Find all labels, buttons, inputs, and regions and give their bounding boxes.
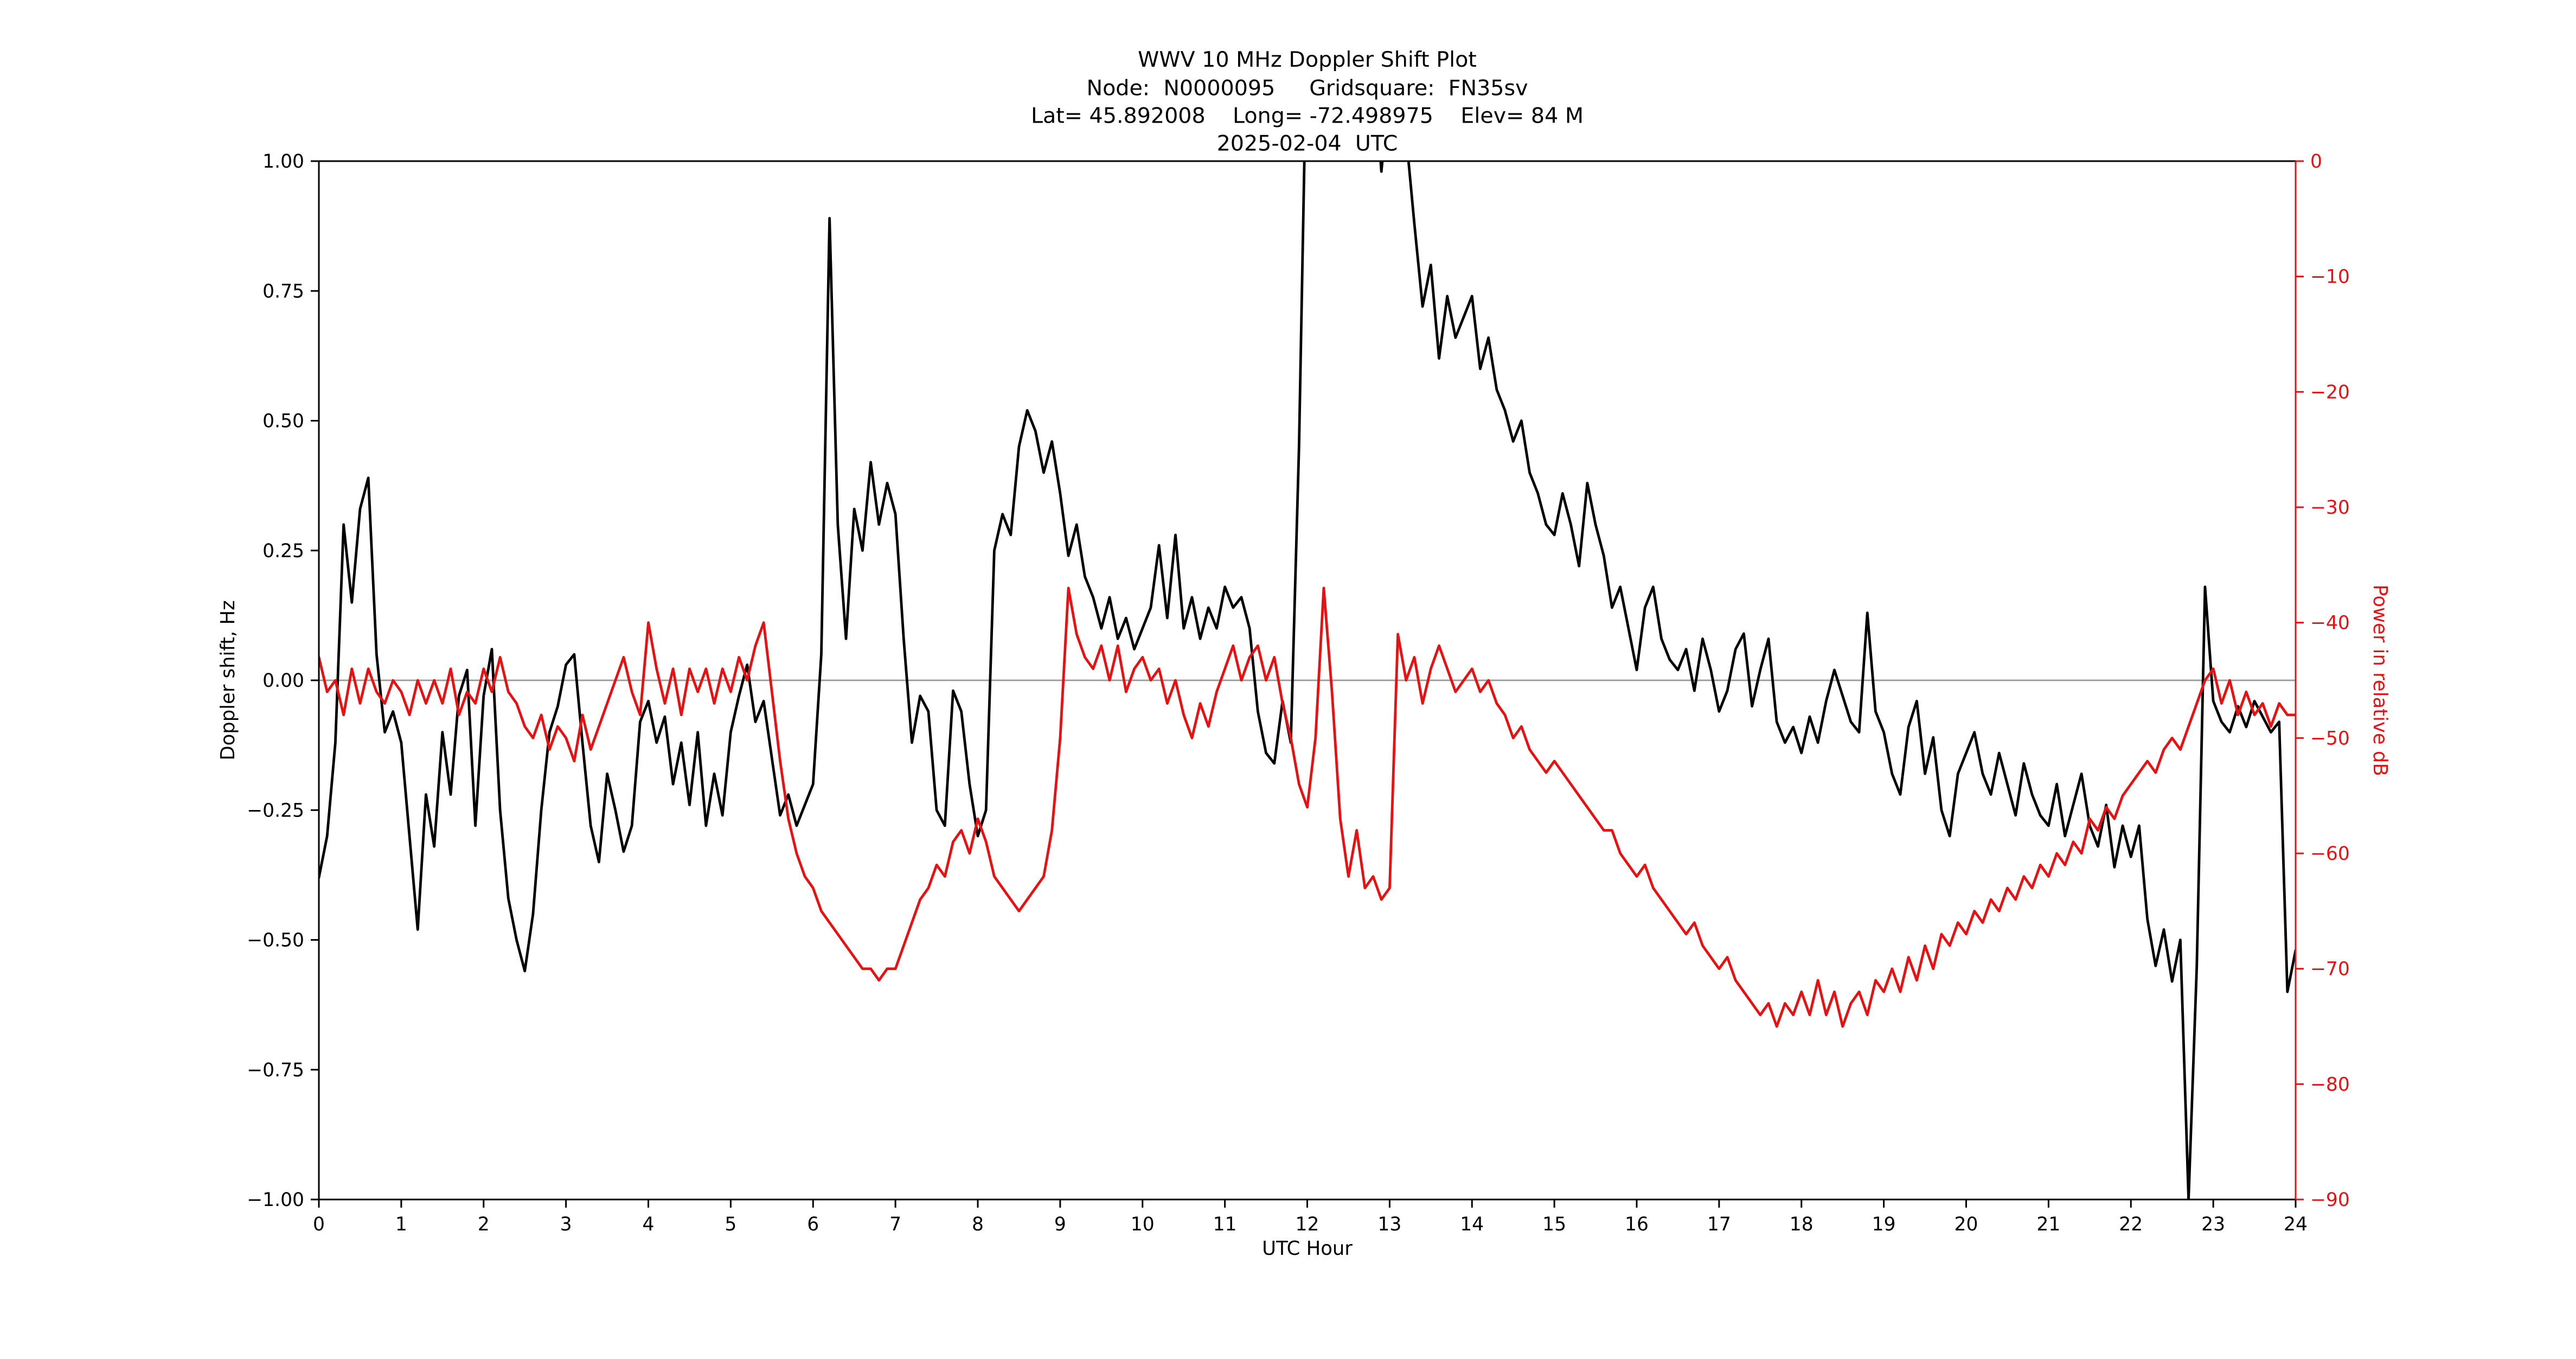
left-y-tick-label: 1.00 (262, 151, 304, 173)
x-tick-label: 3 (560, 1214, 572, 1235)
x-tick-label: 23 (2201, 1214, 2225, 1235)
right-y-tick-label: −60 (2310, 843, 2350, 865)
right-y-tick-label: −40 (2310, 612, 2350, 634)
x-tick-label: 4 (643, 1214, 655, 1235)
left-axis-ticks: 1.00 0.75 0.50 0.25 0.00 −0.25 −0.50 −0.75 −1.00 (247, 151, 319, 1211)
x-tick-label: 0 (313, 1214, 325, 1235)
series-group (319, 161, 2296, 1200)
x-axis-label: UTC Hour (1262, 1237, 1353, 1260)
x-tick-label: 8 (972, 1214, 984, 1235)
chart-subtitle-node: Node: N0000095 Gridsquare: FN35sv (1086, 76, 1528, 101)
left-y-axis-label: Doppler shift, Hz (217, 600, 239, 760)
doppler-shift-line (319, 161, 2296, 1200)
right-y-tick-label: −70 (2310, 959, 2350, 980)
chart-title: WWV 10 MHz Doppler Shift Plot (1138, 47, 1477, 72)
x-tick-label: 5 (725, 1214, 736, 1235)
right-y-tick-label: −20 (2310, 381, 2350, 403)
right-y-tick-label: −80 (2310, 1074, 2350, 1095)
x-tick-label: 14 (1460, 1214, 1484, 1235)
x-tick-label: 1 (395, 1214, 407, 1235)
x-tick-label: 22 (2119, 1214, 2143, 1235)
x-tick-label: 7 (889, 1214, 901, 1235)
x-tick-label: 10 (1131, 1214, 1155, 1235)
right-y-tick-label: 0 (2310, 151, 2322, 173)
left-y-tick-label: 0.00 (262, 670, 304, 692)
left-y-tick-label: −0.25 (247, 800, 304, 821)
right-y-axis-label: Power in relative dB (2369, 584, 2391, 776)
chart-subtitle-date: 2025-02-04 UTC (1217, 131, 1398, 156)
x-tick-label: 19 (1872, 1214, 1896, 1235)
right-y-tick-label: −90 (2310, 1189, 2350, 1211)
x-tick-label: 18 (1790, 1214, 1814, 1235)
x-tick-label: 21 (2036, 1214, 2060, 1235)
right-axis-ticks: 0 −10 −20 −30 −40 −50 −60 −70 −80 −90 (2296, 151, 2350, 1211)
right-y-tick-label: −30 (2310, 497, 2350, 519)
x-axis-ticks: 0 1 2 3 4 5 6 7 8 9 10 11 12 13 14 15 16 17 18 19 20 21 22 23 24 (313, 1200, 2308, 1235)
left-y-tick-label: −0.75 (247, 1060, 304, 1081)
x-tick-label: 16 (1625, 1214, 1649, 1235)
x-tick-label: 2 (478, 1214, 490, 1235)
x-tick-label: 9 (1054, 1214, 1066, 1235)
chart-subtitle-location: Lat= 45.892008 Long= -72.498975 Elev= 84… (1031, 104, 1584, 129)
right-y-tick-label: −10 (2310, 266, 2350, 288)
right-y-tick-label: −50 (2310, 728, 2350, 749)
x-tick-label: 13 (1377, 1214, 1401, 1235)
x-tick-label: 17 (1707, 1214, 1731, 1235)
power-line (319, 586, 2296, 1028)
x-tick-label: 6 (807, 1214, 819, 1235)
left-y-tick-label: 0.75 (262, 280, 304, 302)
left-y-tick-label: 0.50 (262, 411, 304, 432)
x-tick-label: 15 (1542, 1214, 1566, 1235)
x-tick-label: 24 (2284, 1214, 2308, 1235)
x-tick-label: 12 (1296, 1214, 1319, 1235)
x-tick-label: 11 (1213, 1214, 1237, 1235)
left-y-tick-label: −1.00 (247, 1189, 304, 1211)
x-tick-label: 20 (1955, 1214, 1978, 1235)
left-y-tick-label: 0.25 (262, 540, 304, 562)
left-y-tick-label: −0.50 (247, 930, 304, 952)
